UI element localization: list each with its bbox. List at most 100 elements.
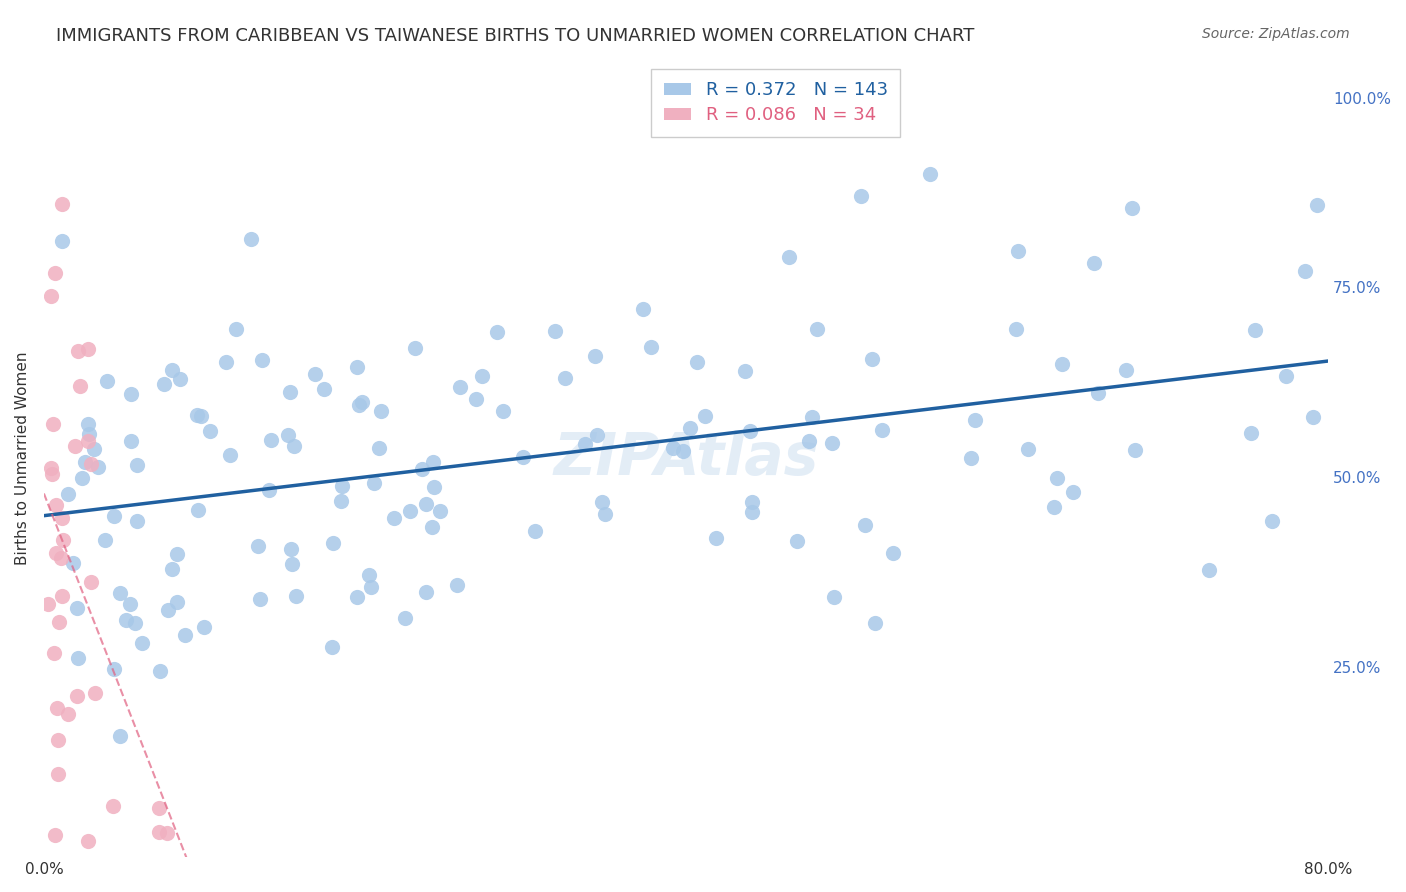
Point xyxy=(853,518,876,533)
Point xyxy=(363,476,385,491)
Point xyxy=(45,498,67,512)
Point xyxy=(93,533,115,547)
Point xyxy=(156,825,179,839)
Point xyxy=(157,602,180,616)
Point xyxy=(346,360,368,375)
Point xyxy=(1198,563,1220,577)
Point xyxy=(446,578,468,592)
Point xyxy=(686,355,709,369)
Point xyxy=(1045,471,1067,485)
Point xyxy=(148,825,170,839)
Point xyxy=(330,479,353,493)
Point xyxy=(56,487,79,501)
Point xyxy=(741,505,763,519)
Point xyxy=(512,450,534,464)
Point xyxy=(45,546,67,560)
Point xyxy=(190,409,212,424)
Point xyxy=(73,455,96,469)
Point xyxy=(741,495,763,509)
Point xyxy=(174,628,197,642)
Point xyxy=(283,439,305,453)
Point xyxy=(160,363,183,377)
Point xyxy=(960,450,983,465)
Point xyxy=(215,355,238,369)
Point xyxy=(631,302,654,317)
Point xyxy=(1261,514,1284,528)
Point xyxy=(800,409,823,424)
Point xyxy=(693,409,716,423)
Point xyxy=(352,395,374,409)
Point xyxy=(404,341,426,355)
Point xyxy=(322,535,344,549)
Point xyxy=(51,533,73,548)
Point xyxy=(39,460,62,475)
Point xyxy=(77,342,100,356)
Point xyxy=(464,392,486,406)
Point xyxy=(394,611,416,625)
Point xyxy=(69,379,91,393)
Y-axis label: Births to Unmarried Women: Births to Unmarried Women xyxy=(15,351,30,566)
Point xyxy=(740,424,762,438)
Point xyxy=(120,434,142,448)
Point xyxy=(56,707,79,722)
Text: Source: ZipAtlas.com: Source: ZipAtlas.com xyxy=(1202,27,1350,41)
Point xyxy=(1062,484,1084,499)
Point xyxy=(51,551,73,566)
Point xyxy=(1087,386,1109,401)
Point xyxy=(420,520,443,534)
Point xyxy=(62,557,84,571)
Point xyxy=(574,436,596,450)
Point xyxy=(849,189,872,203)
Point xyxy=(411,462,433,476)
Point xyxy=(640,341,662,355)
Point xyxy=(198,425,221,439)
Point xyxy=(166,594,188,608)
Point xyxy=(415,497,437,511)
Point xyxy=(125,514,148,528)
Point xyxy=(1005,322,1028,336)
Point xyxy=(321,640,343,654)
Point xyxy=(149,664,172,678)
Point xyxy=(278,385,301,400)
Point xyxy=(46,732,69,747)
Point xyxy=(544,324,567,338)
Point xyxy=(422,480,444,494)
Point xyxy=(46,767,69,781)
Point xyxy=(872,423,894,437)
Point xyxy=(103,662,125,676)
Point xyxy=(492,404,515,418)
Point xyxy=(449,380,471,394)
Point xyxy=(131,635,153,649)
Point xyxy=(357,568,380,582)
Point xyxy=(108,586,131,600)
Point xyxy=(284,589,307,603)
Point xyxy=(280,541,302,556)
Point xyxy=(1275,369,1298,384)
Point xyxy=(44,646,66,660)
Point xyxy=(863,615,886,630)
Point xyxy=(239,232,262,246)
Point xyxy=(672,444,695,458)
Point xyxy=(399,504,422,518)
Point xyxy=(83,442,105,456)
Point xyxy=(821,435,844,450)
Point xyxy=(77,417,100,431)
Point xyxy=(1244,323,1267,337)
Point xyxy=(778,251,800,265)
Point xyxy=(429,504,451,518)
Point xyxy=(329,494,352,508)
Point xyxy=(471,368,494,383)
Point xyxy=(1052,358,1074,372)
Point xyxy=(148,801,170,815)
Point xyxy=(1083,256,1105,270)
Point xyxy=(65,439,87,453)
Point xyxy=(257,483,280,498)
Point xyxy=(382,511,405,525)
Legend: R = 0.372   N = 143, R = 0.086   N = 34: R = 0.372 N = 143, R = 0.086 N = 34 xyxy=(651,69,900,137)
Point xyxy=(186,408,208,422)
Point xyxy=(84,686,107,700)
Point xyxy=(51,589,73,603)
Point xyxy=(277,428,299,442)
Point xyxy=(51,234,73,248)
Point xyxy=(593,507,616,521)
